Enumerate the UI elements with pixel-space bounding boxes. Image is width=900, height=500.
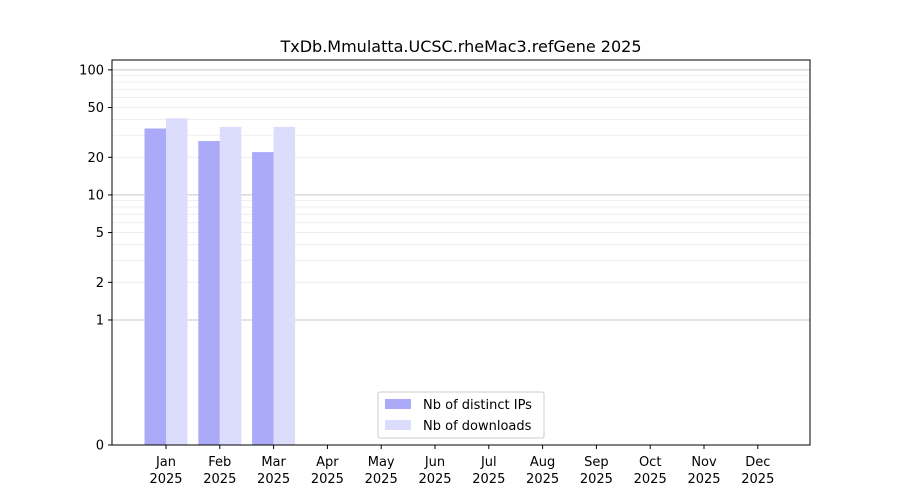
x-tick-label-month: Sep [584, 455, 609, 470]
bar-distinct-ips [198, 140, 220, 445]
x-tick-label-month: Apr [316, 455, 339, 470]
bar-downloads [273, 126, 296, 446]
x-tick-label-year: 2025 [203, 472, 236, 487]
legend-swatch-distinct-ips [385, 399, 411, 409]
y-tick-label: 0 [96, 439, 104, 454]
legend-box [377, 391, 545, 439]
legend-label-downloads: Nb of downloads [423, 419, 532, 434]
x-tick-label-month: Dec [745, 455, 770, 470]
bar-downloads [219, 126, 242, 446]
y-tick-label: 2 [96, 276, 104, 291]
x-tick-label-year: 2025 [634, 472, 667, 487]
plot-frame [111, 59, 811, 446]
y-tick-label: 20 [87, 151, 104, 166]
x-tick-label-year: 2025 [365, 472, 398, 487]
x-tick-label-month: Jan [155, 455, 176, 470]
bar-distinct-ips [144, 128, 166, 445]
bars [144, 118, 296, 446]
x-tick-label-year: 2025 [472, 472, 505, 487]
x-tick-label-month: Oct [639, 455, 661, 470]
y-tick-label: 5 [96, 226, 104, 241]
x-tick-label-year: 2025 [526, 472, 559, 487]
bar-downloads [166, 118, 188, 445]
x-tick-label-month: Mar [261, 455, 286, 470]
x-tick-label-year: 2025 [418, 472, 451, 487]
y-axis: 0 1 2 5 10 20 50 100 [79, 63, 112, 454]
x-tick-label-year: 2025 [741, 472, 774, 487]
x-tick-label-month: Nov [691, 455, 717, 470]
x-tick-label-month: Aug [530, 455, 555, 470]
legend-swatch-downloads [385, 420, 411, 430]
legend: Nb of distinct IPs Nb of downloads [377, 391, 545, 439]
x-tick-label-year: 2025 [311, 472, 344, 487]
x-tick-label-month: Feb [208, 455, 231, 470]
x-tick-label-year: 2025 [149, 472, 182, 487]
chart-title: TxDb.Mmulatta.UCSC.rheMac3.refGene 2025 [279, 37, 641, 56]
x-tick-label-year: 2025 [687, 472, 720, 487]
x-tick-label-month: Jun [424, 455, 445, 470]
x-tick-label-year: 2025 [257, 472, 290, 487]
bar-distinct-ips [252, 152, 274, 445]
x-axis: Jan 2025 Feb 2025 Mar 2025 Apr 2025 May 2025 Jun 20… [149, 445, 774, 487]
x-tick-label-month: May [368, 455, 395, 470]
y-tick-label: 1 [96, 313, 104, 328]
y-tick-label: 10 [87, 188, 104, 203]
legend-label-distinct-ips: Nb of distinct IPs [423, 398, 532, 413]
x-tick-label-year: 2025 [580, 472, 613, 487]
y-tick-label: 50 [87, 101, 104, 116]
y-tick-label: 100 [79, 63, 104, 78]
x-tick-label-month: Jul [480, 455, 497, 470]
